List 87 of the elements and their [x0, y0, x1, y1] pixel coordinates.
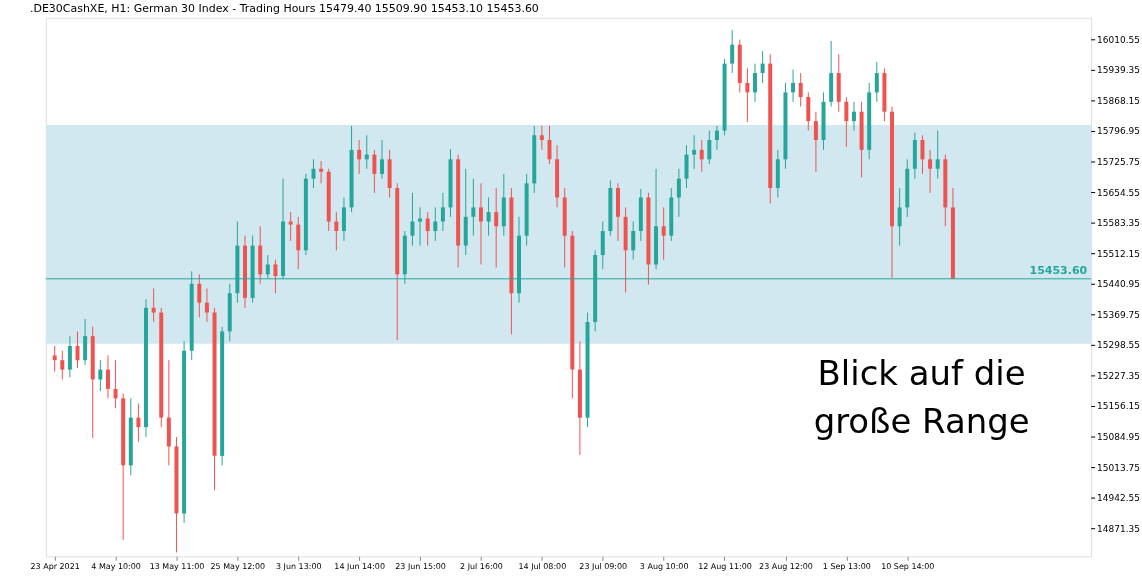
ref-line-label: 15453.60 [1029, 263, 1088, 277]
y-tick-label: 15654.55 [1097, 187, 1140, 198]
x-tick-label: 10 Sep 14:00 [881, 561, 935, 571]
candlestick [425, 211, 430, 247]
candlestick [105, 354, 110, 399]
candlestick [897, 187, 902, 247]
y-tick-label: 15725.75 [1097, 157, 1140, 167]
y-tick-label: 15512.15 [1097, 248, 1140, 259]
y-tick-label: 15868.15 [1097, 95, 1140, 106]
y-tick-label: 14942.55 [1097, 493, 1140, 504]
y-tick-label: 15440.95 [1097, 279, 1140, 290]
y-tick-label: 15156.15 [1097, 401, 1140, 412]
x-tick-label: 13 May 11:00 [149, 561, 205, 571]
y-tick-label: 15227.35 [1097, 370, 1140, 381]
candlestick [631, 221, 636, 261]
candlestick [288, 211, 293, 242]
x-tick-label: 23 Apr 2021 [30, 561, 80, 571]
candlestick [52, 345, 57, 373]
y-tick-label: 15013.75 [1097, 462, 1140, 473]
x-tick-label: 23 Aug 12:00 [759, 561, 813, 571]
candlestick [730, 29, 735, 74]
candlestick [357, 139, 362, 175]
candlestick [928, 149, 933, 194]
x-tick-label: 25 May 12:00 [210, 561, 266, 571]
candlestick [798, 72, 803, 108]
x-tick-label: 1 Sep 13:00 [822, 561, 871, 571]
y-tick-label: 15939.35 [1097, 65, 1140, 76]
candlestick [547, 125, 552, 165]
candlestick [791, 69, 796, 103]
candlestick [433, 206, 438, 242]
candlestick [935, 130, 940, 180]
candlestick [486, 197, 491, 237]
candlestick [75, 330, 80, 369]
candlestick [67, 335, 72, 378]
candlestick [98, 359, 103, 392]
candlestick [380, 139, 384, 180]
candlestick [341, 197, 346, 242]
candlestick [920, 134, 925, 175]
x-tick-label: 14 Jun 14:00 [334, 561, 385, 571]
candlestick [494, 187, 499, 268]
y-tick-label: 15369.75 [1097, 309, 1140, 320]
candlestick [851, 101, 856, 132]
candlestick [311, 158, 316, 189]
candlestick [410, 192, 415, 247]
candlestick [319, 160, 324, 184]
candlestick [813, 111, 818, 173]
x-tick-label: 2 Jul 16:00 [460, 561, 503, 571]
candlestick [874, 61, 879, 103]
y-tick-label: 15796.95 [1097, 126, 1140, 137]
candlestick [478, 182, 483, 265]
x-tick-label: 4 May 10:00 [91, 561, 141, 571]
candlestick [692, 134, 697, 170]
y-tick-label: 14871.35 [1097, 523, 1140, 534]
candlestick [197, 273, 202, 318]
candlestick [113, 359, 118, 409]
candlestick [714, 125, 719, 151]
candlestick [699, 139, 704, 173]
candlestick [334, 211, 339, 251]
candlestick [753, 63, 757, 103]
candlestick [471, 178, 476, 237]
candlestick [151, 288, 156, 323]
chart-title: .DE30CashXE, H1: German 30 Index - Trading Hours 15479.40 15509.90 15453.10 15453.60 [30, 1, 539, 15]
candlestick [707, 130, 712, 165]
candlestick [273, 259, 278, 294]
y-tick-label: 16010.55 [1097, 34, 1140, 45]
candlestick [661, 206, 666, 261]
candlestick [204, 288, 209, 323]
y-tick-label: 15084.95 [1097, 432, 1140, 442]
y-tick-label: 15583.35 [1097, 218, 1140, 229]
candlestick [418, 206, 423, 247]
candlestick [760, 50, 765, 84]
x-tick-label: 3 Jun 13:00 [275, 561, 322, 571]
candlestick [745, 67, 750, 123]
candlestick [539, 125, 544, 151]
y-tick-label: 15298.55 [1097, 340, 1140, 351]
x-tick-label: 23 Jul 09:00 [579, 561, 628, 571]
candlestick [372, 149, 377, 194]
candlestick [440, 192, 445, 232]
candlestick [136, 403, 141, 443]
candlestick [60, 350, 65, 380]
candlestick [844, 96, 849, 148]
x-tick-label: 23 Jun 15:00 [395, 561, 446, 571]
x-tick-label: 3 Aug 10:00 [639, 561, 689, 571]
x-tick-label: 12 Aug 11:00 [698, 561, 752, 571]
x-tick-label: 14 Jul 08:00 [518, 561, 567, 571]
candlestick [676, 168, 681, 218]
band-label: Blick auf die große Range [813, 353, 1030, 441]
